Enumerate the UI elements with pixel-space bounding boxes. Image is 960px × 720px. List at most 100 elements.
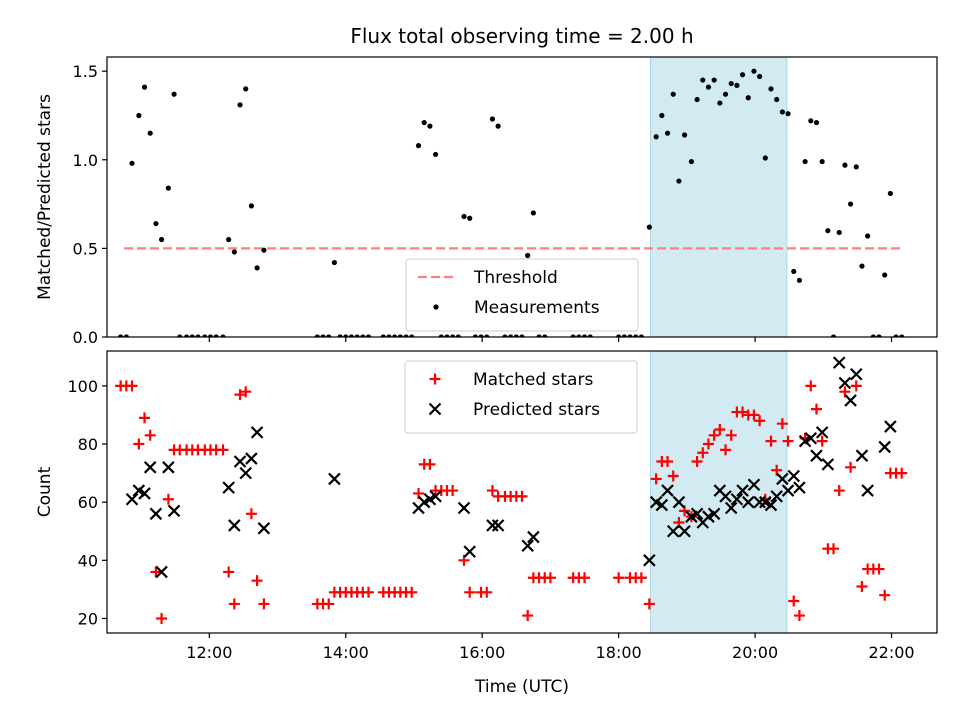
predicted-stars-point [810,449,823,462]
measurements-point [646,224,652,230]
bottom-ytick-label: 100 [67,377,98,396]
matched-stars-point [810,403,822,415]
matched-stars-point [228,598,240,610]
measurements-point [467,215,473,221]
measurements-point [525,252,531,259]
matched-stars-point [544,572,556,584]
matched-stars-point [691,455,703,467]
measurements-point [751,68,757,74]
legend-label: Predicted stars [473,400,600,420]
predicted-stars-point [815,426,829,439]
measurements-point [853,164,859,170]
matched-stars-point [245,508,257,520]
measurements-point [570,334,576,337]
matched-stars-point [816,435,828,447]
matched-stars-point [126,380,138,392]
matched-stars-point [643,598,655,610]
predicted-stars-point [678,524,691,538]
predicted-stars-point [463,545,476,558]
measurements-point [171,91,177,97]
top-ytick-label: 0.5 [73,239,98,258]
matched-stars-point [613,572,625,584]
measurements-point [502,334,508,337]
predicted-stars-point [764,498,778,512]
measurements-point [254,265,260,271]
measurements-point [158,236,165,243]
legend-measurements-swatch [433,304,439,310]
measurements-point [796,277,803,283]
measurements-point [513,334,519,337]
measurements-point [153,220,159,227]
matched-stars-point [579,572,591,584]
top-legend-box [405,258,639,332]
predicted-stars-point [125,492,139,506]
measurements-point [694,96,700,103]
measurements-point [842,162,848,168]
predicted-stars-point [457,501,471,515]
predicted-stars-point [257,522,271,535]
predicted-stars-point [690,507,704,521]
matched-stars-point [464,586,476,598]
predicted-stars-point [643,554,656,567]
measurements-point [427,123,433,129]
matched-stars-point [833,485,845,497]
measurements-point [380,334,386,337]
measurements-point [365,334,372,337]
matched-stars-point [776,418,788,430]
predicted-stars-point [844,394,857,407]
measurements-point [331,259,337,266]
matched-stars-point [162,493,174,505]
matched-stars-point [133,438,145,450]
measurements-point [472,334,478,337]
matched-stars-point [363,586,375,598]
measurements-point [202,334,208,337]
measurements-point [762,155,768,161]
matched-stars-point [217,444,229,456]
measurements-point [819,158,825,165]
top-ytick-label: 1.0 [73,151,98,170]
measurements-point [847,201,854,207]
measurements-point [627,334,633,337]
measurements-point [189,334,195,337]
measurements-point [681,132,688,138]
measurements-point [757,73,763,80]
predicted-stars-point [838,376,852,390]
measurements-point [899,334,905,337]
measurements-point [243,86,249,92]
bottom-xtick-label: 16:00 [459,643,505,662]
panel-bottom: 20 40 60 80 100 12:00 14:00 16:00 18:00 20:00 22:0… [35,350,938,697]
measurements-point [248,203,254,209]
measurements-point [542,334,548,337]
measurements-point [220,334,226,337]
matched-stars-point [650,473,662,485]
matched-stars-point [139,412,151,424]
measurements-point [489,116,496,122]
measurements-point [165,185,171,191]
matched-stars-point [879,589,891,601]
measurements-point [354,334,360,337]
measurements-point [213,334,219,337]
predicted-stars-point [730,492,744,506]
measurements-point [728,80,734,87]
predicted-stars-point [143,461,157,474]
measurements-point [348,334,355,337]
top-ytick-label: 0.0 [73,328,98,347]
predicted-stars-point [741,495,755,509]
predicted-stars-point [770,490,783,503]
predicted-stars-point [233,455,247,468]
measurements-point [745,95,751,101]
matched-stars-point [708,429,720,441]
measurements-point [664,130,671,136]
matched-stars-point [793,610,805,622]
measurements-point [403,334,409,337]
measurements-point [893,334,899,337]
matched-stars-point [702,438,714,450]
measurements-point [653,134,659,140]
measurements-point [576,334,582,337]
predicted-stars-point [672,495,686,509]
matched-stars-point [481,586,493,598]
measurements-point [129,160,135,166]
measurements-point [409,334,415,337]
measurements-point [785,111,791,117]
measurements-point [802,158,808,165]
